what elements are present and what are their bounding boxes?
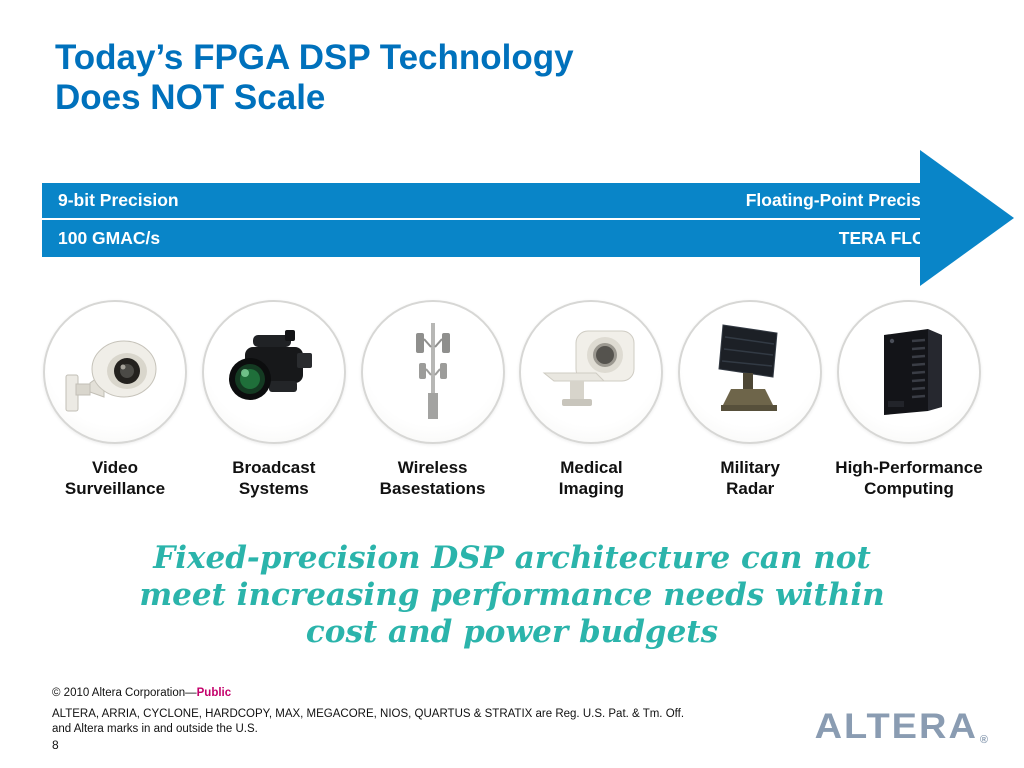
item-label: Video Surveillance <box>36 457 194 500</box>
camcorder-icon <box>228 330 312 400</box>
application-items-row: Video Surveillance Broadcast <box>36 300 988 500</box>
item-label: Military Radar <box>671 457 829 500</box>
label-floating-point-precision: Floating-Point Precision <box>745 190 947 210</box>
item-label-line2: Radar <box>726 479 775 499</box>
item-label-line2: Systems <box>238 479 309 499</box>
device-photo-circle <box>836 300 981 444</box>
device-photo-circle <box>201 300 346 444</box>
use-case-military-radar: Military Radar <box>671 300 829 500</box>
security-camera-icon <box>65 340 157 412</box>
item-label-line2: Imaging <box>558 479 624 499</box>
arrow-bar-throughput: 100 GMAC/s TERA FLOPs <box>42 220 947 257</box>
copyright-text: © 2010 Altera Corporation— <box>52 687 197 699</box>
public-classification-label: Public <box>196 687 232 699</box>
item-label-line2: Basestations <box>379 479 486 499</box>
item-label-line2: Computing <box>864 479 954 499</box>
key-message-line2: meet increasing performance needs within <box>139 577 885 614</box>
arrow-bar-precision: 9-bit Precision Floating-Point Precision <box>42 183 947 218</box>
slide-title-line1: Today’s FPGA DSP Technology <box>55 38 574 77</box>
item-label-line1: Video <box>92 458 138 477</box>
item-label-line1: Broadcast <box>232 458 316 477</box>
item-label-line2: Surveillance <box>64 479 166 499</box>
item-label: Medical Imaging <box>512 457 670 500</box>
page-number: 8 <box>52 738 59 752</box>
item-label: Broadcast Systems <box>195 457 353 500</box>
slide-title-line2: Does NOT Scale <box>55 78 326 118</box>
use-case-broadcast-systems: Broadcast Systems <box>195 300 353 500</box>
item-label-line1: Wireless <box>397 458 468 477</box>
registered-trademark-icon: ® <box>979 734 990 746</box>
legal-text-line2: and Altera marks in and outside the U.S. <box>52 722 258 735</box>
item-label: Wireless Basestations <box>354 457 512 500</box>
device-photo-circle <box>678 300 823 444</box>
item-label: High-Performance Computing <box>830 457 988 500</box>
label-tera-flops: TERA FLOPs <box>838 228 947 248</box>
server-tower-icon <box>883 329 942 415</box>
label-9bit-precision: 9-bit Precision <box>58 190 179 210</box>
use-case-video-surveillance: Video Surveillance <box>36 300 194 500</box>
ct-scanner-icon <box>542 330 635 406</box>
arrow-head-icon <box>920 150 1014 286</box>
radar-panel-icon <box>718 324 778 411</box>
use-case-wireless-basestations: Wireless Basestations <box>354 300 512 500</box>
device-photo-circle <box>519 300 664 444</box>
item-label-line1: Medical <box>560 458 623 477</box>
label-100-gmacs: 100 GMAC/s <box>58 228 161 248</box>
legal-text: ALTERA, ARRIA, CYCLONE, HARDCOPY, MAX, M… <box>52 707 684 737</box>
altera-logo-text: ALTERA <box>814 707 978 747</box>
key-message: Fixed-precision DSP architecture can not… <box>0 540 1024 652</box>
device-photo-circle <box>43 300 187 444</box>
key-message-line1: Fixed-precision DSP architecture can not <box>153 540 871 576</box>
altera-logo: ALTERA ® <box>815 708 990 746</box>
use-case-medical-imaging: Medical Imaging <box>512 300 670 500</box>
precision-arrow-banner: 9-bit Precision Floating-Point Precision… <box>42 150 1014 287</box>
copyright-line: © 2010 Altera Corporation—Public <box>52 687 231 699</box>
legal-text-line1: ALTERA, ARRIA, CYCLONE, HARDCOPY, MAX, M… <box>52 708 685 720</box>
slide-title: Today’s FPGA DSP Technology Does NOT Sca… <box>55 38 574 119</box>
antenna-mast-icon <box>415 323 450 419</box>
item-label-line1: High-Performance <box>835 458 983 477</box>
device-photo-circle <box>360 300 505 444</box>
item-label-line1: Military <box>720 458 780 477</box>
key-message-line3: cost and power budgets <box>305 614 719 651</box>
use-case-high-performance-computing: High-Performance Computing <box>830 300 988 500</box>
